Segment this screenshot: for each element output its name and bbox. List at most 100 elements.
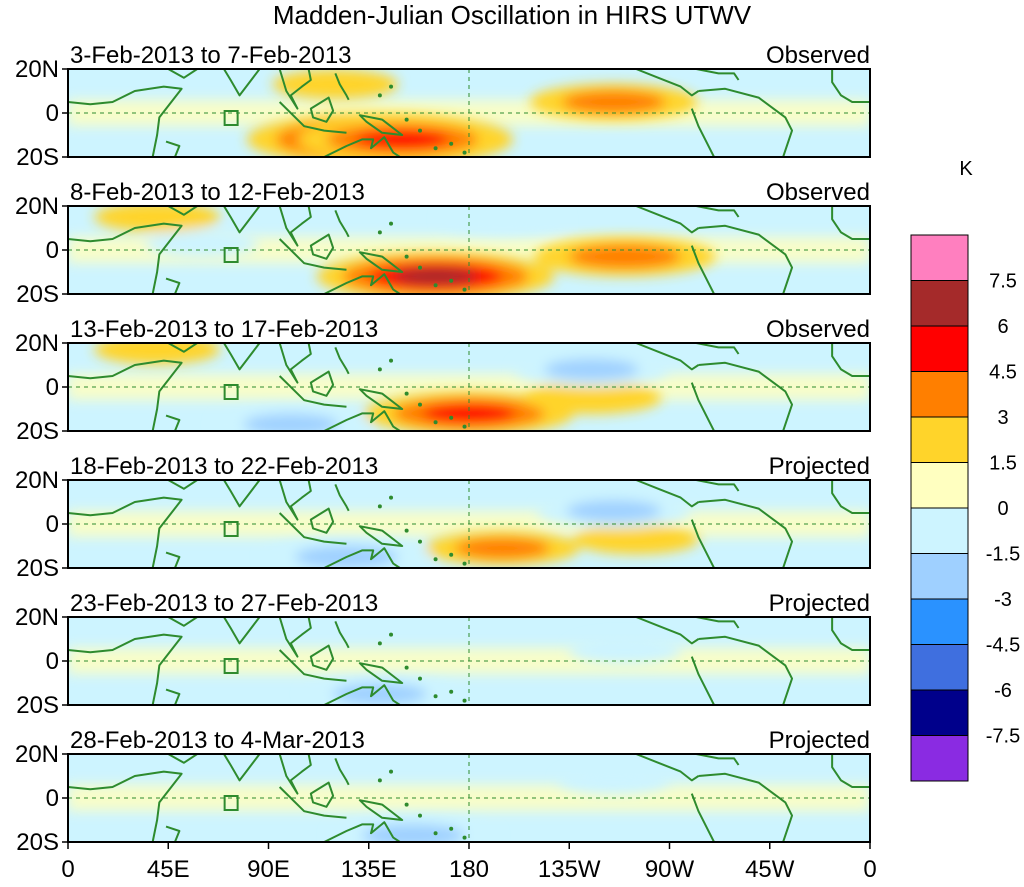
x-tick-label: 45W (745, 856, 795, 883)
anomaly-layer (302, 636, 681, 705)
x-tick-label: 135E (341, 856, 397, 883)
coastline-8 (635, 754, 700, 782)
colorbar-box (910, 735, 969, 782)
colorbar-label: -4.5 (986, 635, 1020, 657)
anomaly-1-level-1 (568, 244, 681, 269)
anomaly-3-level-1 (243, 413, 339, 431)
anomaly-1-level-0 (568, 636, 681, 664)
colorbar-label: 3 (997, 407, 1008, 429)
coastline-9 (690, 772, 794, 842)
colorbar-box (910, 462, 969, 509)
coastlines (68, 480, 870, 568)
colorbar-box (910, 553, 969, 600)
x-tick-label: 135W (538, 856, 601, 883)
y-tick-label: 0 (46, 511, 59, 538)
island-dot (389, 84, 394, 89)
coastline-12 (165, 825, 181, 842)
coastlines (68, 69, 870, 157)
x-tick-label: 180 (449, 856, 489, 883)
island-dot (417, 539, 422, 544)
coastline-11 (831, 206, 870, 240)
coastline-10 (696, 617, 740, 629)
colorbar-box (910, 598, 969, 645)
coastline-0 (68, 222, 183, 294)
island-dot (462, 287, 467, 292)
coastline-7 (334, 347, 350, 375)
coastline-3 (278, 375, 347, 408)
island-dot (377, 367, 382, 372)
y-tick-label: 20N (15, 604, 59, 631)
island-dot (417, 676, 422, 681)
coastline-2 (278, 343, 312, 384)
coastline-4 (309, 96, 335, 123)
coastline-1 (167, 754, 261, 782)
x-tick-label: 0 (61, 856, 74, 883)
coastline-12 (165, 140, 181, 157)
panel-period: 18-Feb-2013 to 22-Feb-2013 (70, 453, 378, 480)
coastline-11 (831, 69, 870, 103)
y-tick-label: 20N (15, 56, 59, 83)
panel-kind: Observed (766, 316, 870, 343)
coastline-10 (696, 480, 740, 492)
island-box (223, 384, 239, 400)
island-dot (462, 424, 467, 429)
panel-period: 3-Feb-2013 to 7-Feb-2013 (70, 42, 352, 69)
anomaly-0-level-3 (394, 267, 477, 285)
coastlines (68, 343, 870, 431)
coastline-0 (68, 633, 183, 705)
colorbar-box (910, 234, 969, 281)
island-dot (462, 835, 467, 840)
coastline-5 (358, 388, 404, 410)
coastline-1 (167, 69, 261, 97)
coastline-2 (278, 617, 312, 658)
coastline-4 (309, 781, 335, 808)
y-tick-label: 20N (15, 467, 59, 494)
coastline-11 (831, 480, 870, 514)
island-box (223, 521, 239, 537)
y-tick-label: 20S (16, 281, 59, 308)
x-tick-label: 90E (247, 856, 290, 883)
colorbar-unit: K (959, 158, 973, 180)
coastline-2 (278, 69, 312, 110)
anomaly-layer (329, 766, 670, 842)
coastline-1 (167, 206, 261, 234)
coastline-1 (167, 343, 261, 371)
coastline-1 (167, 617, 261, 645)
y-tick-label: 0 (46, 648, 59, 675)
island-dot (404, 391, 409, 396)
coastline-4 (309, 233, 335, 260)
coastline-5 (358, 114, 404, 136)
panel-kind: Projected (769, 453, 870, 480)
island-dot (449, 689, 454, 694)
island-box (223, 658, 239, 674)
island-dot (377, 778, 382, 783)
island-box (223, 795, 239, 811)
colorbar-label: 6 (997, 316, 1008, 338)
coastline-8 (635, 69, 700, 97)
panel-period: 8-Feb-2013 to 12-Feb-2013 (70, 179, 365, 206)
island-dot (433, 420, 438, 425)
island-dot (389, 495, 394, 500)
coastline-10 (696, 754, 740, 766)
panel-2: 20N 0 20S 8-Feb-2013 to 12-Feb-2013 Observed (15, 179, 871, 308)
anomaly-3-level-1 (562, 90, 666, 114)
island-dot (433, 831, 438, 836)
coastline-6 (323, 410, 401, 431)
panel-kind: Observed (766, 179, 870, 206)
colorbar-box (910, 325, 969, 372)
panel-3: 20N 0 20S 13-Feb-2013 to 17-Feb-2013 Observe… (15, 316, 871, 445)
island-dot (449, 278, 454, 283)
coastline-7 (334, 210, 350, 238)
panel-period: 23-Feb-2013 to 27-Feb-2013 (70, 590, 378, 617)
coastline-2 (278, 754, 312, 795)
island-dot (449, 141, 454, 146)
panel-period: 13-Feb-2013 to 17-Feb-2013 (70, 316, 378, 343)
chart-title: Madden-Julian Oscillation in HIRS UTWV (273, 0, 752, 30)
island-dot (417, 402, 422, 407)
anomaly-0-level-2 (422, 403, 516, 424)
coastline-7 (334, 758, 350, 786)
island-dot (404, 117, 409, 122)
coastline-9 (690, 361, 794, 431)
coastline-0 (68, 359, 183, 431)
island-dot (377, 230, 382, 235)
